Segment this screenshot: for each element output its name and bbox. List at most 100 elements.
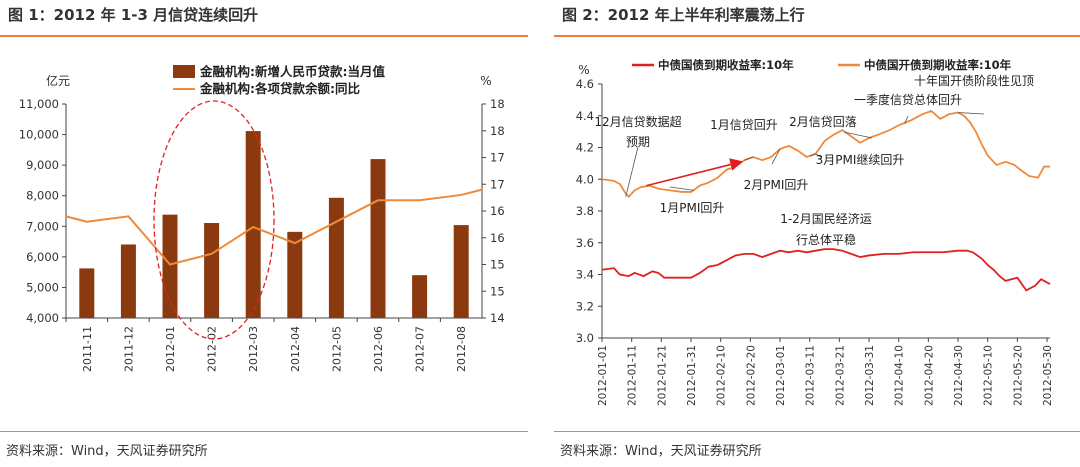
bar-2012-01 bbox=[162, 214, 178, 318]
right-tick-label: 16 bbox=[490, 231, 505, 245]
legend-label-treasury: 中债国债到期收益率:10年 bbox=[658, 58, 794, 72]
legend-label-bar: 金融机构:新增人民币贷款:当月值 bbox=[199, 64, 385, 79]
x-tick-label: 2012-02 bbox=[206, 326, 219, 372]
x-tick-label: 2012-05 bbox=[330, 326, 343, 372]
x-tick-label: 2011-12 bbox=[122, 326, 135, 372]
highlight-ellipse bbox=[153, 100, 275, 340]
annotation-label: 2月PMI回升 bbox=[744, 178, 809, 192]
left-tick-label: 7,000 bbox=[26, 219, 59, 233]
right-tick-label: 16 bbox=[490, 204, 505, 218]
bar-2012-04 bbox=[287, 231, 303, 318]
legend-swatch-bar bbox=[173, 65, 195, 78]
bar-2012-06 bbox=[370, 159, 386, 318]
x-tick-label: 2012-04-20 bbox=[923, 345, 935, 406]
chart-title: 图 1：2012 年 1-3 月信贷连续回升 bbox=[8, 6, 259, 24]
source-note: 资料来源：Wind，天风证券研究所 bbox=[560, 444, 762, 459]
y-tick-label: 3.0 bbox=[576, 331, 594, 345]
x-tick-label: 2011-11 bbox=[81, 326, 94, 372]
trend-arrow bbox=[646, 158, 743, 187]
annotation-leader bbox=[958, 112, 985, 115]
right-tick-label: 18 bbox=[490, 97, 505, 111]
left-tick-label: 11,000 bbox=[19, 97, 59, 111]
x-tick-label: 2012-05-10 bbox=[983, 345, 995, 406]
x-tick-label: 2012-02-10 bbox=[716, 345, 728, 406]
annotation-label: 1月PMI回升 bbox=[660, 201, 725, 215]
y-tick-label: 4.2 bbox=[576, 141, 594, 155]
x-tick-label: 2012-05-30 bbox=[1042, 345, 1054, 406]
annotation-label-line2: 行总体平稳 bbox=[796, 232, 856, 247]
footer-divider bbox=[0, 431, 528, 432]
y-tick-label: 4.4 bbox=[576, 109, 594, 123]
y-tick-label: 3.8 bbox=[576, 204, 594, 218]
x-tick-label: 2012-03-11 bbox=[805, 345, 817, 406]
y-tick-label: 3.4 bbox=[576, 268, 594, 282]
right-tick-label: 15 bbox=[490, 258, 505, 272]
source-note: 资料来源：Wind，天风证券研究所 bbox=[6, 444, 208, 459]
annotation-label: 十年国开债阶段性见顶 bbox=[914, 73, 1034, 88]
right-tick-label: 14 bbox=[490, 311, 505, 325]
x-tick-label: 2012-01 bbox=[164, 326, 177, 372]
annotation-leader bbox=[669, 186, 695, 191]
title-underline bbox=[0, 35, 528, 37]
annotation-label: 1月信贷回升 bbox=[710, 118, 778, 132]
treasury-yield-line bbox=[601, 248, 1051, 292]
annotation-label: 2月信贷回落 bbox=[789, 115, 857, 129]
x-tick-label: 2012-06 bbox=[372, 326, 385, 372]
annotation-label: 3月PMI继续回升 bbox=[816, 153, 905, 167]
annotation-leader bbox=[625, 146, 639, 197]
x-tick-label: 2012-05-20 bbox=[1012, 345, 1024, 406]
right-tick-label: 15 bbox=[490, 284, 505, 298]
left-tick-label: 10,000 bbox=[19, 128, 59, 142]
left-tick-label: 4,000 bbox=[26, 311, 59, 325]
right-tick-label: 17 bbox=[490, 151, 505, 165]
left-tick-label: 8,000 bbox=[26, 189, 59, 203]
legend-label-cdb: 中债国开债到期收益率:10年 bbox=[864, 58, 1012, 72]
right-tick-label: 18 bbox=[490, 124, 505, 138]
annotation-leader bbox=[815, 153, 822, 158]
footer-divider bbox=[554, 431, 1080, 432]
annotation-leader bbox=[744, 156, 754, 161]
bar-2012-07 bbox=[412, 275, 428, 318]
loan-chart: 亿元 % 11,000 10,000 9,000 8,000 7,000 6,000 5,000… bbox=[19, 64, 505, 372]
annotation-leader bbox=[843, 131, 873, 139]
left-tick-label: 6,000 bbox=[26, 250, 59, 264]
x-tick-label: 2012-03-21 bbox=[834, 345, 846, 406]
legend-label-line: 金融机构:各项贷款余额:同比 bbox=[199, 81, 360, 96]
bar-2012-08 bbox=[453, 225, 469, 318]
y-tick-label: 3.2 bbox=[576, 299, 594, 313]
x-tick-label: 2012-04 bbox=[289, 326, 302, 372]
left-tick-label: 9,000 bbox=[26, 158, 59, 172]
x-tick-label: 2012-07 bbox=[414, 326, 427, 372]
y-tick-label: 4.0 bbox=[576, 172, 594, 186]
annotation-label: 一季度信贷总体回升 bbox=[854, 92, 962, 107]
x-tick-label: 2012-03-31 bbox=[864, 345, 876, 406]
x-tick-label: 2012-04-10 bbox=[894, 345, 906, 406]
chart-panel-1: 图 1：2012 年 1-3 月信贷连续回升 亿元% 11,000 10,000 9,… bbox=[0, 0, 528, 467]
annotation-label-line2: 预期 bbox=[626, 135, 650, 149]
left-axis-unit: 亿元 bbox=[46, 73, 70, 88]
title-underline bbox=[554, 35, 1080, 37]
x-tick-label: 2012-04-30 bbox=[953, 345, 965, 406]
y-tick-label: 4.6 bbox=[576, 77, 594, 91]
cdb-yield-line bbox=[601, 109, 1050, 199]
bar-2012-03 bbox=[245, 131, 261, 318]
y-axis-unit: % bbox=[578, 63, 589, 77]
x-tick-label: 2012-01-01 bbox=[597, 345, 609, 406]
bar-2012-05 bbox=[328, 197, 344, 318]
x-tick-label: 2012-01-31 bbox=[686, 345, 698, 406]
x-tick-label: 2012-03 bbox=[247, 326, 260, 372]
annotation-leader bbox=[904, 115, 909, 124]
annotation-label: 12月信贷数据超 bbox=[594, 114, 681, 129]
x-tick-label: 2012-02-20 bbox=[745, 345, 757, 406]
bar-2012-02 bbox=[204, 223, 220, 318]
annotation-label: 1-2月国民经济运 bbox=[780, 211, 872, 226]
x-tick-label: 2012-01-11 bbox=[627, 345, 639, 406]
bar-2011-11 bbox=[79, 268, 95, 318]
annotation-leader bbox=[771, 148, 781, 165]
yoy-growth-line bbox=[65, 188, 483, 266]
right-tick-label: 17 bbox=[490, 177, 505, 191]
chart-title: 图 2：2012 年上半年利率震荡上行 bbox=[562, 6, 805, 24]
y-tick-label: 3.6 bbox=[576, 236, 594, 250]
bar-2011-12 bbox=[120, 244, 136, 318]
